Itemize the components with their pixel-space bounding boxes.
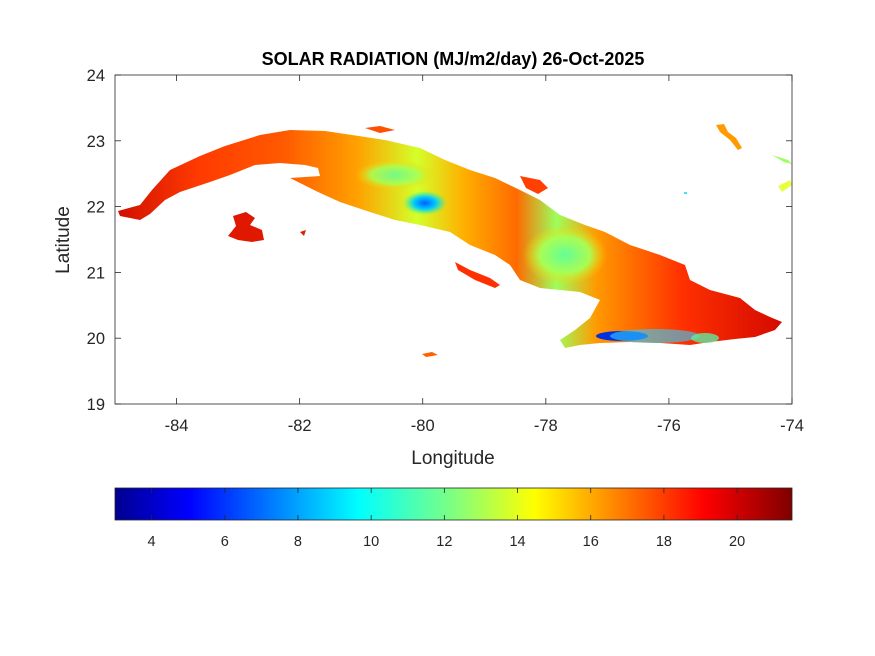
colorbar: [114, 487, 793, 521]
isla-de-la-juventud: [228, 212, 264, 242]
y-tick-label: 23: [87, 133, 105, 151]
colorbar-tick-label: 10: [363, 534, 379, 550]
x-axis-label: Longitude: [411, 448, 494, 469]
cay-far-south: [422, 352, 438, 357]
radiation-field: [118, 124, 792, 357]
colorbar-tick-label: 4: [148, 534, 156, 550]
colorbar-tick-label: 6: [221, 534, 229, 550]
colorbar-tick-label: 20: [729, 534, 745, 550]
y-tick-label: 24: [87, 67, 105, 85]
x-tick-label: -74: [780, 417, 804, 435]
y-tick-label: 20: [87, 330, 105, 348]
y-axis-ticks: 19 20 21 22 23 24: [87, 67, 792, 414]
x-tick-label: -76: [657, 417, 681, 435]
colorbar-tick-label: 18: [656, 534, 672, 550]
cays-south: [455, 262, 500, 288]
colorbar-tick-label: 14: [509, 534, 525, 550]
cay-south-small: [300, 230, 306, 236]
mid-radiation-patch-camaguey: [523, 225, 607, 285]
x-tick-label: -80: [411, 417, 435, 435]
colorbar-tick-label: 16: [583, 534, 599, 550]
x-tick-label: -78: [534, 417, 558, 435]
low-radiation-patch-west: [403, 191, 447, 215]
y-tick-label: 21: [87, 264, 105, 282]
colorbar-tick-label: 8: [294, 534, 302, 550]
cuba-main-island: [118, 130, 782, 348]
x-tick-label: -82: [288, 417, 312, 435]
axes-frame: [114, 74, 793, 405]
x-tick-label: -84: [165, 417, 189, 435]
mid-radiation-patch-east: [691, 333, 719, 343]
low-radiation-halo-east: [610, 329, 700, 343]
y-tick-label: 22: [87, 199, 105, 217]
y-axis-label: Latitude: [53, 206, 74, 274]
cays-north: [365, 126, 395, 133]
islet-top-right: [716, 124, 742, 150]
colorbar-ticks: 4 6 8 10 12 14 16 18 20: [148, 488, 745, 550]
cays-north-east: [520, 176, 548, 194]
islet-right-edge-lower: [778, 180, 792, 192]
chart-title: SOLAR RADIATION (MJ/m2/day) 26-Oct-2025: [262, 49, 645, 69]
y-tick-label: 19: [87, 396, 105, 414]
colorbar-tick-label: 12: [436, 534, 452, 550]
axes-area: [115, 75, 792, 404]
islet-right-edge: [772, 155, 792, 164]
islet-tiny: [684, 192, 687, 194]
mid-radiation-patch-center: [355, 160, 435, 190]
x-axis-ticks: -84 -82 -80 -78 -76 -74: [165, 75, 804, 435]
